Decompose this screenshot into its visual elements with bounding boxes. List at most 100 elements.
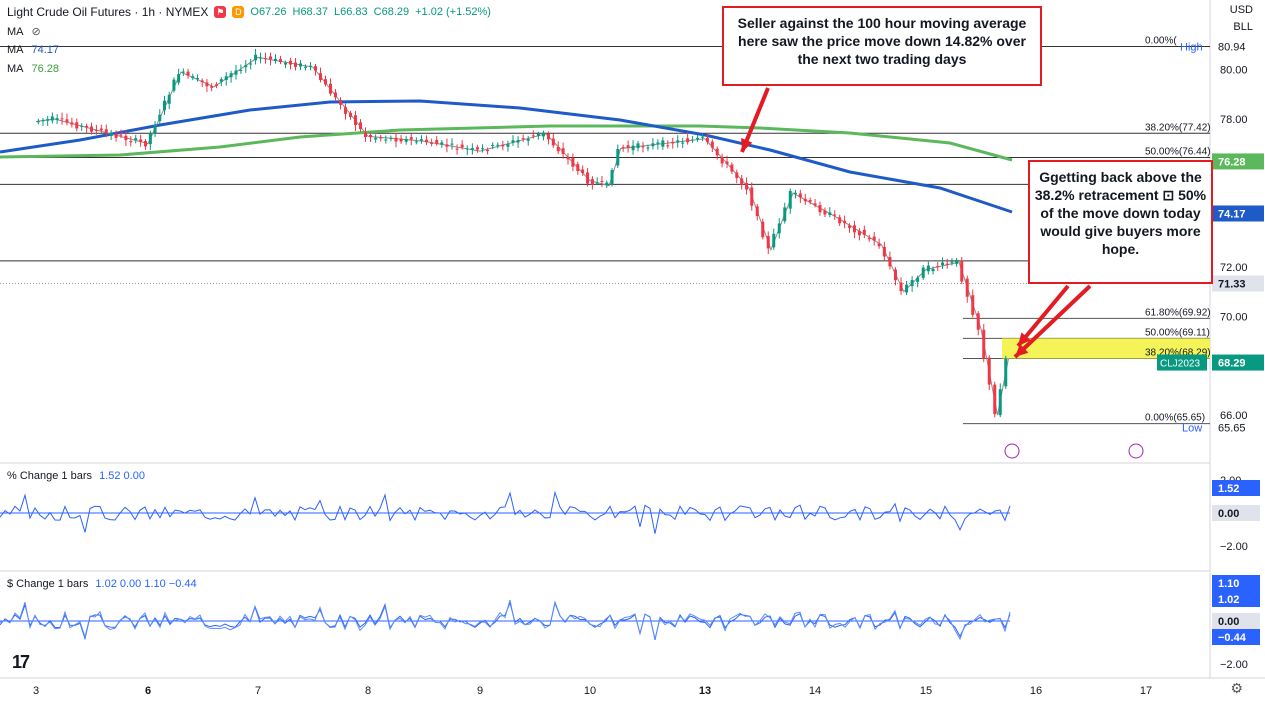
candle-body — [279, 59, 282, 62]
candle-body — [740, 178, 744, 185]
candle-body — [496, 144, 500, 146]
candle-body — [334, 92, 337, 98]
candle-body — [531, 135, 535, 137]
candle-body — [818, 205, 822, 213]
flag-icon[interactable]: ⚑ — [214, 6, 227, 18]
candle-body — [833, 214, 837, 216]
candle-body — [888, 256, 892, 267]
candle-body — [191, 76, 195, 79]
candle-body — [119, 134, 123, 136]
candle-body — [750, 187, 754, 206]
candle-body — [491, 144, 495, 146]
candle-body — [65, 119, 69, 123]
currency-selector[interactable]: USD — [1229, 4, 1253, 16]
candle-body — [950, 261, 954, 263]
candle-body — [425, 139, 429, 143]
annotation-buyers[interactable]: Ggetting back above the 38.2% retracemen… — [1028, 160, 1213, 284]
last-price-tag-bg — [1212, 354, 1264, 371]
arrow-buyers-2-head — [1015, 343, 1029, 357]
candle-body — [735, 172, 739, 179]
level-tag: 71.33 — [1218, 279, 1246, 291]
candle-body — [600, 180, 604, 182]
pct-tag: 1.52 — [1218, 483, 1239, 495]
candle-body — [60, 118, 64, 120]
date-tick-label: 13 — [699, 685, 711, 697]
candle-body — [239, 69, 243, 71]
candle-body — [566, 156, 570, 160]
usd-tag-bg — [1212, 629, 1260, 645]
candle-body — [379, 137, 383, 139]
candle-body — [244, 65, 248, 68]
candle-body — [798, 193, 802, 198]
usd-change-legend[interactable]: $ Change 1 bars 1.02 0.00 1.10 −0.44 — [7, 578, 197, 590]
date-tick-label: 9 — [477, 685, 483, 697]
candle-body — [94, 130, 98, 132]
usd-tag-bg — [1212, 591, 1260, 607]
candle-body — [516, 140, 520, 143]
candle-body — [857, 230, 861, 236]
candle-body — [304, 66, 307, 68]
candle-body — [419, 139, 423, 141]
candle-body — [813, 203, 817, 206]
ma-200-legend[interactable]: MA 76.28 — [7, 63, 59, 75]
candle-body — [710, 141, 714, 148]
price-tick-label: 80.00 — [1220, 65, 1248, 77]
price-tick-label: 78.00 — [1220, 114, 1248, 126]
candle-body — [55, 118, 59, 121]
candle-body — [139, 139, 143, 142]
candle-body — [384, 139, 388, 141]
usd-tag-bg — [1212, 575, 1260, 591]
candle-body — [359, 122, 362, 130]
arrow-seller-head — [741, 138, 753, 152]
fib-level-label: 38.20%(77.42) — [1145, 122, 1211, 133]
date-tick-label: 3 — [33, 685, 39, 697]
candle-body — [651, 143, 655, 147]
gear-icon[interactable]: ⚙ — [1230, 680, 1243, 696]
ma100-tag-bg — [1212, 205, 1264, 222]
candle-body — [114, 134, 118, 138]
candle-body — [761, 221, 765, 238]
tradingview-logo[interactable]: 17 — [12, 652, 30, 672]
ohlc-change: +1.02 (+1.52%) — [415, 6, 491, 18]
annotation-seller[interactable]: Seller against the 100 hour moving avera… — [722, 6, 1042, 86]
badge-d[interactable]: D — [232, 6, 245, 18]
candle-body — [460, 144, 464, 148]
candle-body — [656, 142, 660, 144]
pct-tag: 0.00 — [1218, 508, 1239, 520]
pct-tick-label: −2.00 — [1220, 541, 1248, 553]
eye-hidden-icon[interactable]: ⊘ — [31, 26, 41, 38]
candle-body — [641, 146, 645, 148]
unit-selector[interactable]: BLL — [1233, 21, 1253, 33]
candle-body — [399, 138, 403, 142]
candle-body — [254, 54, 258, 61]
candle-body — [803, 198, 807, 202]
candle-body — [167, 94, 171, 104]
ma-100-legend-value[interactable]: MA 74.17 — [7, 44, 59, 56]
candle-body — [289, 60, 292, 65]
candle-body — [501, 144, 505, 147]
candle-body — [314, 66, 317, 71]
ma-100-legend[interactable]: MA ⊘ — [7, 25, 41, 39]
candle-body — [571, 157, 575, 167]
candle-body — [788, 190, 792, 209]
candle-body — [177, 74, 181, 83]
price-tick-label: 66.00 — [1220, 410, 1248, 422]
candle-body — [862, 229, 866, 235]
candle-body — [882, 246, 886, 257]
candle-body — [705, 137, 709, 142]
candle-body — [931, 268, 935, 272]
candle-body — [214, 84, 218, 86]
candle-body — [666, 145, 670, 147]
candle-body — [158, 114, 162, 121]
candle-body — [955, 259, 959, 264]
candle-body — [541, 132, 545, 137]
price-tick-label: 70.00 — [1220, 311, 1248, 323]
candle-body — [877, 243, 881, 247]
candle-body — [172, 79, 176, 91]
candle-body — [546, 133, 550, 140]
usd-tag: −0.44 — [1218, 632, 1247, 644]
low-value: 65.65 — [1218, 423, 1246, 435]
pct-change-legend[interactable]: % Change 1 bars 1.52 0.00 — [7, 470, 145, 482]
chart-title[interactable]: Light Crude Oil Futures · 1h · NYMEX — [7, 5, 209, 19]
